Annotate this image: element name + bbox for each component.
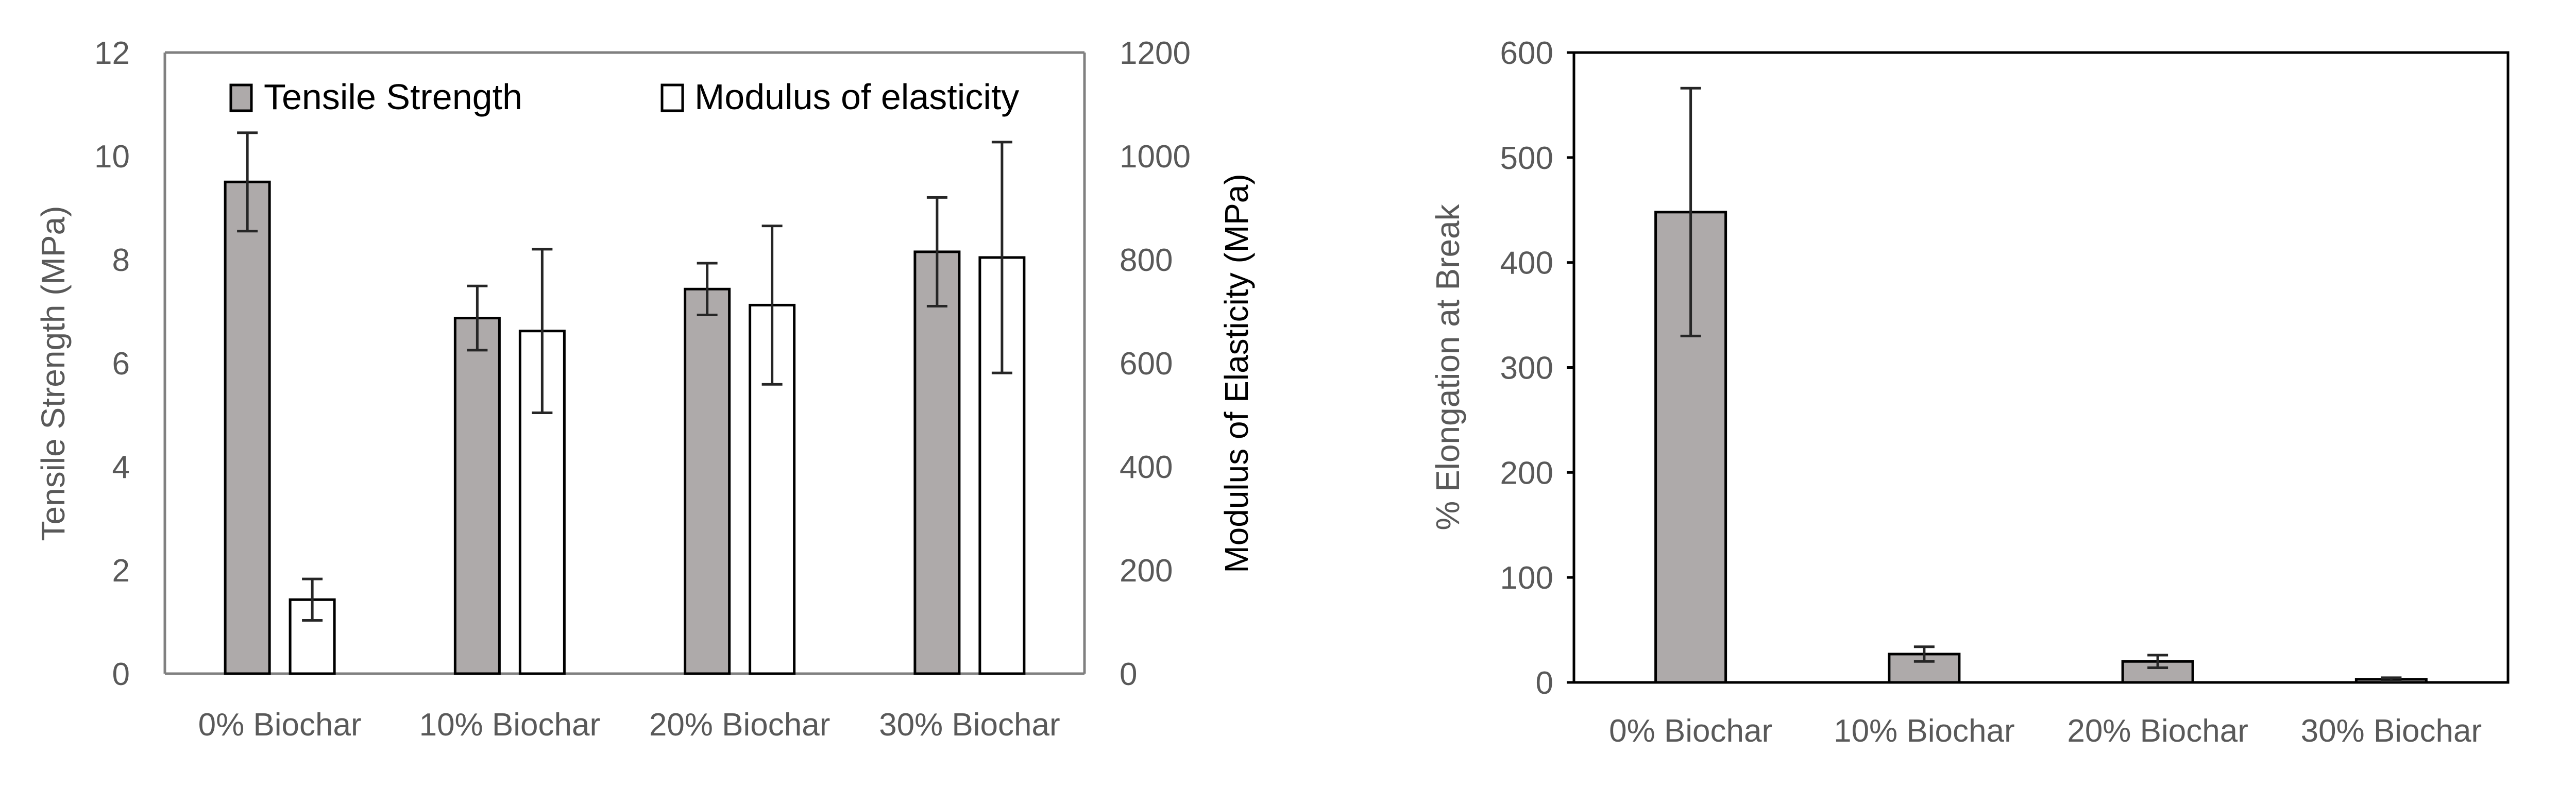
elongation-chart: 0 100 200 300 400 500 600 0% Biochar 10% Biocha… [1429,36,2510,749]
bar-tensile-20-biochar [684,287,731,675]
chart2-y-tick-600: 600 [1500,36,1553,71]
chart1-error-bars [237,131,1012,622]
chart1-right-tick-200: 200 [1120,553,1173,589]
chart1-right-tick-400: 400 [1120,450,1173,485]
chart2-bars [1654,211,2428,684]
chart2-x-tick-20-biochar: 20% Biochar [2067,713,2248,749]
bar-tensile-30-biochar [913,250,961,675]
chart2-y-tick-0: 0 [1536,665,1553,701]
legend-label-modulus: Modulus of elasticity [694,77,1019,117]
chart1-left-tick-8: 8 [112,243,130,278]
chart1-left-axis-ticks: 0 2 4 6 8 10 12 [94,36,130,692]
chart2-x-tick-10-biochar: 10% Biochar [1834,713,2015,749]
chart2-x-tick-0-biochar: 0% Biochar [1609,713,1772,749]
chart1-right-tick-800: 800 [1120,243,1173,278]
chart1-right-tick-600: 600 [1120,346,1173,382]
chart2-y-tick-300: 300 [1500,351,1553,386]
legend-swatch-modulus [660,83,684,112]
chart1-right-tick-1200: 1200 [1120,36,1191,71]
chart1-right-axis-ticks: 0 200 400 600 800 1000 1200 [1120,36,1191,692]
chart1-left-tick-10: 10 [94,139,130,175]
chart1-left-tick-4: 4 [112,450,130,485]
chart2-y-tick-200: 200 [1500,455,1553,491]
chart1-left-tick-6: 6 [112,346,130,382]
chart1-x-axis-ticks: 0% Biochar 10% Biochar 20% Biochar 30% Bioc… [198,707,1060,743]
chart1-x-tick-0-biochar: 0% Biochar [198,707,362,743]
chart1-left-tick-12: 12 [94,36,130,71]
chart1-left-axis-title: Tensile Strength (MPa) [35,206,72,541]
chart2-x-axis-ticks: 0% Biochar 10% Biochar 20% Biochar 30% Bioc… [1609,713,2482,749]
chart1-x-tick-30-biochar: 30% Biochar [879,707,1060,743]
legend-label-tensile-strength: Tensile Strength [264,77,522,117]
chart2-y-axis-title: % Elongation at Break [1429,203,1466,530]
bar-tensile-0-biochar [224,180,271,675]
chart1-left-tick-2: 2 [112,553,130,589]
tensile-modulus-chart: 0 2 4 6 8 10 12 0 200 400 600 800 1000 1200 0% Bioch… [35,36,1255,743]
chart2-y-axis-ticks: 0 100 200 300 400 500 600 [1500,36,1574,701]
bar-tensile-10-biochar [453,317,501,675]
chart1-right-axis-title: Modulus of Elasticity (MPa) [1218,174,1255,573]
chart2-x-tick-30-biochar: 30% Biochar [2301,713,2482,749]
chart2-error-bars [1680,87,2402,682]
chart1-right-tick-0: 0 [1120,657,1137,692]
chart1-right-tick-1000: 1000 [1120,139,1191,175]
chart1-x-tick-10-biochar: 10% Biochar [419,707,601,743]
chart1-legend: Tensile Strength Modulus of elasticity [229,77,1019,117]
chart2-y-tick-500: 500 [1500,141,1553,176]
chart1-left-tick-0: 0 [112,657,130,692]
legend-swatch-tensile-strength [229,83,253,112]
chart1-bars [224,180,1026,675]
chart2-y-tick-400: 400 [1500,246,1553,281]
chart1-x-tick-20-biochar: 20% Biochar [649,707,831,743]
chart2-y-tick-100: 100 [1500,560,1553,596]
